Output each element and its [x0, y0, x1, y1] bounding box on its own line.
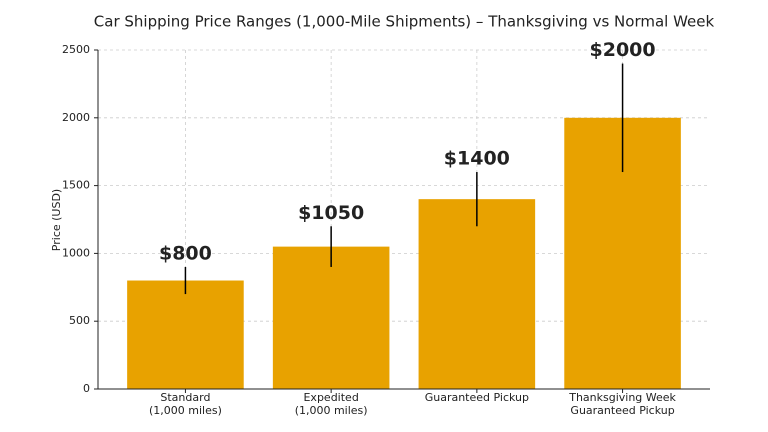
value-label: $1050: [298, 202, 364, 224]
x-tick-label: Guaranteed Pickup: [425, 391, 529, 404]
y-tick-label: 2500: [62, 43, 90, 56]
bar: [418, 199, 536, 389]
bar: [272, 246, 390, 389]
y-tick-label: 0: [83, 382, 90, 395]
value-label: $800: [159, 242, 212, 264]
y-tick-label: 500: [69, 314, 90, 327]
value-label: $2000: [590, 39, 656, 61]
y-tick-label: 1000: [62, 246, 90, 259]
x-tick-label: Standard (1,000 miles): [149, 391, 222, 417]
x-tick-label: Thanksgiving Week Guaranteed Pickup: [568, 391, 676, 417]
bar: [127, 280, 244, 389]
y-tick-label: 2000: [62, 111, 90, 124]
chart-title: Car Shipping Price Ranges (1,000-Mile Sh…: [94, 13, 715, 31]
x-tick-label: Expedited (1,000 miles): [295, 391, 368, 417]
y-axis-label: Price (USD): [50, 189, 63, 251]
y-tick-label: 1500: [62, 179, 90, 192]
value-label: $1400: [444, 148, 510, 170]
